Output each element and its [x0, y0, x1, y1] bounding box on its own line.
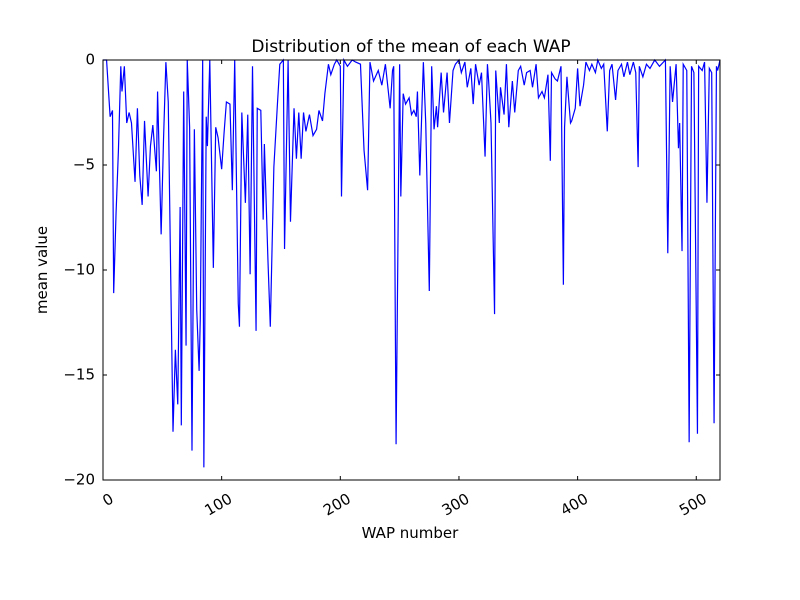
x-axis-label: WAP number	[362, 524, 459, 542]
y-tick-label: −20	[63, 471, 95, 489]
x-tick-label: 300	[439, 490, 473, 520]
data-line	[103, 57, 721, 468]
y-tick-label: −15	[63, 366, 95, 384]
y-tick-label: −10	[63, 261, 95, 279]
plot-area	[103, 57, 721, 468]
y-tick-label: 0	[85, 51, 95, 69]
x-tick-label: 400	[557, 490, 591, 520]
chart-title: Distribution of the mean of each WAP	[251, 37, 570, 57]
plot-frame	[102, 59, 721, 481]
y-tick-label: −5	[73, 156, 95, 174]
x-tick-label: 0	[99, 490, 116, 510]
x-tick-label: 100	[201, 490, 235, 520]
x-tick-label: 200	[320, 490, 354, 520]
x-tick-label: 500	[676, 490, 710, 520]
y-axis-label: mean value	[33, 226, 51, 314]
